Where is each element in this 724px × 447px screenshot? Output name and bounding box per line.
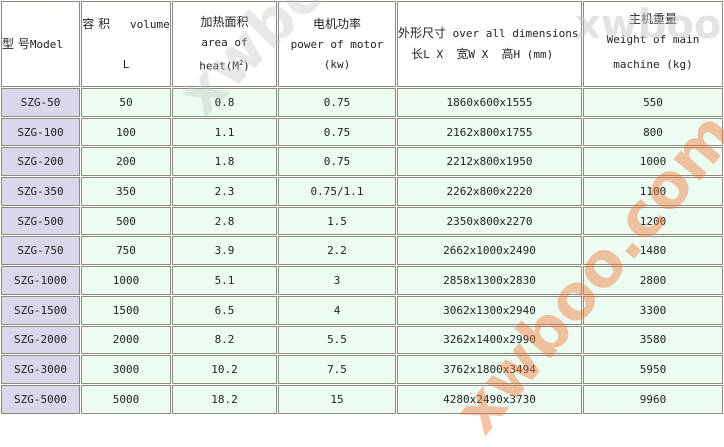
cell-volume: 2000: [81, 325, 171, 355]
cell-weight: 3300: [583, 295, 723, 325]
cell-dims: 3062x1300x2940: [397, 295, 582, 325]
cell-dims: 2162x800x1755: [397, 117, 582, 147]
cell-volume: 500: [81, 206, 171, 236]
cell-dims: 3262x1400x2990: [397, 325, 582, 355]
header-weight: 主机重量 Weight of main machine (kg): [583, 1, 723, 87]
cell-volume: 750: [81, 236, 171, 266]
header-model: 型 号Model: [1, 1, 80, 87]
header-motor-power: 电机功率 power of motor (kw): [278, 1, 396, 87]
cell-power: 5.5: [278, 325, 396, 355]
cell-heat: 8.2: [172, 325, 277, 355]
cell-model: SZG-100: [1, 117, 80, 147]
cell-volume: 5000: [81, 384, 171, 414]
cell-volume: 1000: [81, 266, 171, 295]
cell-dims: 2262x800x2220: [397, 177, 582, 206]
spec-table: 型 号Model 容 积 volume L 加热面积 area of heat(M2…: [0, 0, 724, 415]
cell-heat: 10.2: [172, 355, 277, 384]
table-row: SZG-100 100 1.1 0.75 2162x800x1755 800: [1, 117, 723, 147]
cell-power: 2.2: [278, 236, 396, 266]
cell-volume: 350: [81, 177, 171, 206]
cell-heat: 1.1: [172, 117, 277, 147]
table-row: SZG-2000 2000 8.2 5.5 3262x1400x2990 3580: [1, 325, 723, 355]
cell-weight: 550: [583, 88, 723, 117]
table-row: SZG-200 200 1.8 0.75 2212x800x1950 1000: [1, 147, 723, 177]
cell-weight: 1480: [583, 236, 723, 266]
cell-volume: 50: [81, 88, 171, 117]
cell-model: SZG-2000: [1, 325, 80, 355]
cell-model: SZG-750: [1, 236, 80, 266]
header-heat-area: 加热面积 area of heat(M2): [172, 1, 277, 87]
cell-weight: 1000: [583, 147, 723, 177]
cell-dims: 3762x1800x3494: [397, 355, 582, 384]
table-row: SZG-3000 3000 10.2 7.5 3762x1800x3494 5950: [1, 355, 723, 384]
table-row: SZG-750 750 3.9 2.2 2662x1000x2490 1480: [1, 236, 723, 266]
table-row: SZG-1000 1000 5.1 3 2858x1300x2830 2800: [1, 266, 723, 295]
table-row: SZG-500 500 2.8 1.5 2350x800x2270 1200: [1, 206, 723, 236]
cell-model: SZG-50: [1, 88, 80, 117]
cell-volume: 1500: [81, 295, 171, 325]
cell-heat: 6.5: [172, 295, 277, 325]
cell-dims: 1860x600x1555: [397, 88, 582, 117]
cell-heat: 2.8: [172, 206, 277, 236]
cell-volume: 200: [81, 147, 171, 177]
cell-power: 15: [278, 384, 396, 414]
cell-heat: 5.1: [172, 266, 277, 295]
cell-heat: 0.8: [172, 88, 277, 117]
cell-power: 0.75/1.1: [278, 177, 396, 206]
cell-heat: 18.2: [172, 384, 277, 414]
cell-model: SZG-200: [1, 147, 80, 177]
table-row: SZG-5000 5000 18.2 15 4280x2490x3730 9960: [1, 384, 723, 414]
cell-dims: 2662x1000x2490: [397, 236, 582, 266]
cell-volume: 100: [81, 117, 171, 147]
cell-model: SZG-5000: [1, 384, 80, 414]
table-row: SZG-50 50 0.8 0.75 1860x600x1555 550: [1, 88, 723, 117]
cell-power: 7.5: [278, 355, 396, 384]
cell-heat: 2.3: [172, 177, 277, 206]
cell-weight: 1200: [583, 206, 723, 236]
cell-model: SZG-3000: [1, 355, 80, 384]
cell-power: 0.75: [278, 117, 396, 147]
cell-heat: 1.8: [172, 147, 277, 177]
cell-weight: 3580: [583, 325, 723, 355]
cell-weight: 1100: [583, 177, 723, 206]
table-row: SZG-1500 1500 6.5 4 3062x1300x2940 3300: [1, 295, 723, 325]
cell-dims: 2858x1300x2830: [397, 266, 582, 295]
cell-model: SZG-1500: [1, 295, 80, 325]
cell-weight: 2800: [583, 266, 723, 295]
header-dimensions: 外形尺寸 over all dimensions 长L X 宽W X 高H (m…: [397, 1, 582, 87]
cell-power: 0.75: [278, 88, 396, 117]
cell-weight: 800: [583, 117, 723, 147]
header-volume: 容 积 volume L: [81, 1, 171, 87]
cell-dims: 2212x800x1950: [397, 147, 582, 177]
table-row: SZG-350 350 2.3 0.75/1.1 2262x800x2220 1100: [1, 177, 723, 206]
cell-power: 1.5: [278, 206, 396, 236]
cell-power: 4: [278, 295, 396, 325]
cell-volume: 3000: [81, 355, 171, 384]
cell-power: 0.75: [278, 147, 396, 177]
cell-model: SZG-350: [1, 177, 80, 206]
cell-heat: 3.9: [172, 236, 277, 266]
cell-power: 3: [278, 266, 396, 295]
cell-dims: 2350x800x2270: [397, 206, 582, 236]
header-row: 型 号Model 容 积 volume L 加热面积 area of heat(M2…: [1, 1, 723, 87]
cell-weight: 5950: [583, 355, 723, 384]
cell-dims: 4280x2490x3730: [397, 384, 582, 414]
cell-weight: 9960: [583, 384, 723, 414]
cell-model: SZG-500: [1, 206, 80, 236]
cell-model: SZG-1000: [1, 266, 80, 295]
